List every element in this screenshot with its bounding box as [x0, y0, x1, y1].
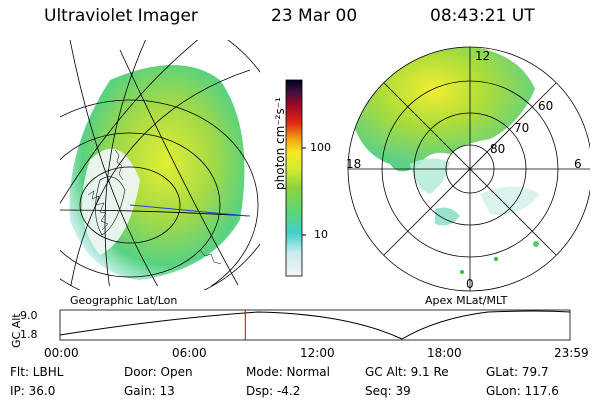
time-tick-0000: 00:00: [44, 346, 79, 360]
time-tick-2359: 23:59: [554, 346, 589, 360]
mlt-label-18: 18: [346, 157, 361, 171]
status-flt: Flt: LBHL: [10, 365, 64, 379]
status-gc-alt: GC Alt: 9.1 Re: [365, 365, 449, 379]
geographic-label: Geographic Lat/Lon: [70, 294, 178, 307]
apex-polar-plot: 12 18 6 0 60 70 80: [346, 46, 590, 292]
colorbar-tick-100: 100: [310, 141, 331, 154]
altitude-ytick-low: 1.8: [20, 328, 38, 341]
colorbar-tick-10: 10: [314, 228, 328, 241]
observation-time: 08:43:21 UT: [430, 6, 535, 26]
time-tick-0600: 06:00: [172, 346, 207, 360]
observation-date: 23 Mar 00: [271, 6, 358, 26]
status-ip: IP: 36.0: [10, 384, 56, 398]
altitude-timeline: [59, 309, 571, 341]
instrument-title: Ultraviolet Imager: [44, 6, 198, 26]
colorbar-unit: photon cm⁻²s⁻¹: [273, 97, 287, 190]
mlt-label-12: 12: [475, 49, 490, 63]
apex-label: Apex MLat/MLT: [425, 294, 508, 307]
lat-label-70: 70: [514, 121, 529, 135]
altitude-ytick-high: 9.0: [20, 309, 38, 322]
colorbar: [285, 79, 306, 277]
status-gain: Gain: 13: [124, 384, 175, 398]
mlt-label-6: 6: [574, 157, 582, 171]
lat-label-80: 80: [490, 142, 505, 156]
status-dsp: Dsp: -4.2: [246, 384, 301, 398]
time-tick-1800: 18:00: [427, 346, 462, 360]
time-tick-1200: 12:00: [300, 346, 335, 360]
status-glat: GLat: 79.7: [486, 365, 549, 379]
lat-label-60: 60: [538, 99, 553, 113]
altitude-curve: [59, 310, 571, 340]
status-glon: GLon: 117.6: [486, 384, 559, 398]
geographic-image: [60, 40, 260, 290]
aurora-region-right: [350, 47, 535, 172]
status-seq: Seq: 39: [365, 384, 411, 398]
status-door: Door: Open: [124, 365, 193, 379]
mlt-label-0: 0: [466, 277, 474, 291]
status-mode: Mode: Normal: [246, 365, 330, 379]
